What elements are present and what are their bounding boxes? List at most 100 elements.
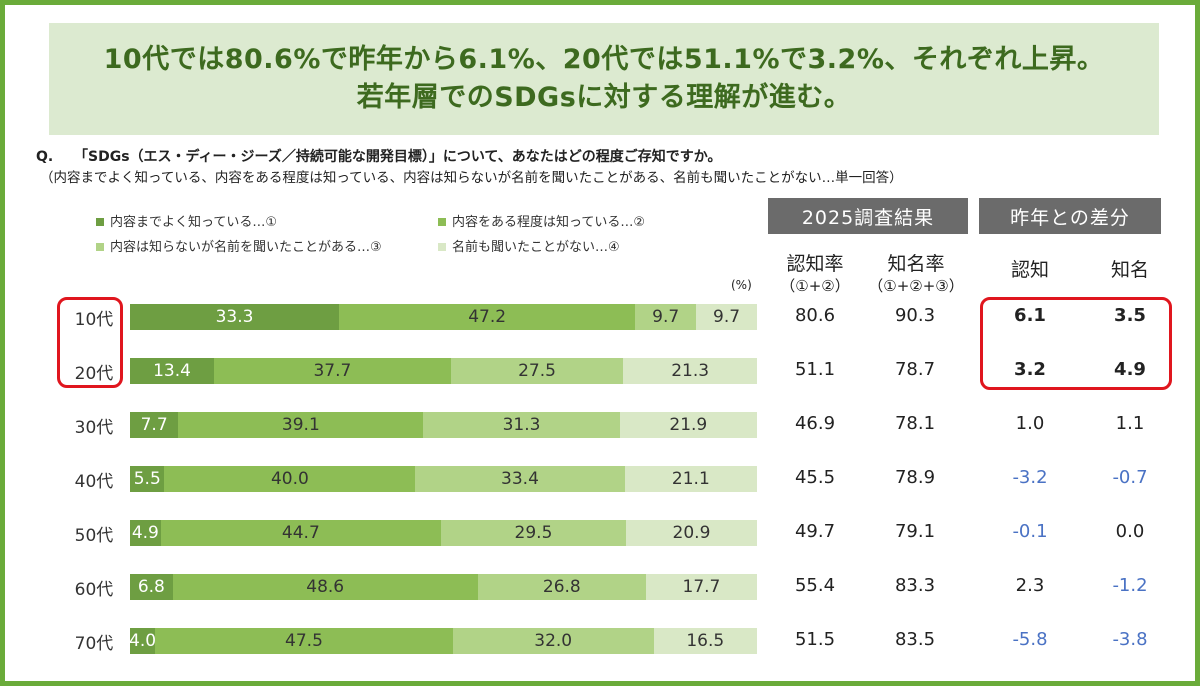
bar-row: 5.5 40.0 33.4 21.1 <box>130 466 757 492</box>
bar-segment-1: 5.5 <box>130 466 165 492</box>
age-label: 40代 <box>74 472 114 492</box>
diff-awareness-value: -0.1 <box>1012 521 1048 542</box>
legend-item-4: 名前も聞いたことがない…④ <box>438 236 620 255</box>
diff-awareness-value: -3.2 <box>1012 467 1048 488</box>
headline-line-1: 10代では80.6%で昨年から6.1%、20代では51.1%で3.2%、それぞれ… <box>103 44 1105 75</box>
diff-name-value: 1.1 <box>1115 413 1145 434</box>
name-rate-title: 知名率 <box>887 253 945 275</box>
legend-label-3: 内容は知らないが名前を聞いたことがある…③ <box>110 240 382 255</box>
bar-segment-4: 9.7 <box>696 304 757 330</box>
bar-segment-3: 31.3 <box>423 412 620 438</box>
legend-label-4: 名前も聞いたことがない…④ <box>452 240 620 255</box>
bar-row: 7.7 39.1 31.3 21.9 <box>130 412 757 438</box>
diff-awareness-title: 認知 <box>1010 259 1049 281</box>
bar-segment-3: 9.7 <box>635 304 697 330</box>
bar-segment-2: 47.2 <box>339 304 636 330</box>
name-rate-value: 79.1 <box>894 521 936 542</box>
name-rate-header: 知名率 （①+②+③） <box>860 252 972 296</box>
diff-awareness-header: 認知 <box>990 258 1070 282</box>
legend-swatch-3 <box>96 242 104 251</box>
legend-item-1: 内容までよく知っている…① <box>96 211 277 230</box>
awareness-rate-value: 51.1 <box>794 359 836 380</box>
bar-segment-1: 6.8 <box>130 574 173 600</box>
legend-label-2: 内容をある程度は知っている…② <box>452 215 646 230</box>
age-label: 60代 <box>74 580 114 600</box>
bar-segment-2: 37.7 <box>214 358 451 384</box>
legend-item-2: 内容をある程度は知っている…② <box>438 211 645 230</box>
bar-segment-4: 17.7 <box>645 574 757 600</box>
highlight-diff-box <box>980 297 1172 390</box>
headline-box: 10代では80.6%で昨年から6.1%、20代では51.1%で3.2%、それぞれ… <box>49 23 1159 135</box>
question-body: 「SDGs（エス・ディー・ジーズ／持続可能な開発目標）」について、あなたはどの程… <box>74 149 722 165</box>
bar-row: 6.8 48.6 26.8 17.7 <box>130 574 757 600</box>
diff-awareness-value: 1.0 <box>1015 413 1045 434</box>
question-text: Q. 「SDGs（エス・ディー・ジーズ／持続可能な開発目標）」について、あなたはど… <box>36 146 721 166</box>
bar-row: 4.0 47.5 32.0 16.5 <box>129 628 757 654</box>
name-rate-value: 90.3 <box>894 305 936 326</box>
name-rate-value: 83.3 <box>894 575 936 596</box>
bar-segment-3: 32.0 <box>452 628 654 654</box>
bar-segment-3: 33.4 <box>415 466 625 492</box>
awareness-rate-header: 認知率 （①+②） <box>770 252 860 296</box>
bar-segment-1: 33.3 <box>130 304 339 330</box>
awareness-rate-value: 45.5 <box>794 467 836 488</box>
bar-segment-4: 21.9 <box>619 412 757 438</box>
awareness-rate-value: 51.5 <box>794 629 836 650</box>
diff-awareness-value: 6.1 <box>1014 305 1046 326</box>
bar-segment-2: 47.5 <box>155 628 453 654</box>
name-rate-value: 83.5 <box>894 629 936 650</box>
diff-awareness-value: 2.3 <box>1015 575 1045 596</box>
name-rate-value: 78.9 <box>894 467 936 488</box>
bar-segment-4: 21.1 <box>624 466 757 492</box>
legend-swatch-2 <box>438 217 446 226</box>
diff-name-value: 3.5 <box>1114 305 1146 326</box>
answer-options-note: （内容までよく知っている、内容をある程度は知っている、内容は知らないが名前を聞い… <box>40 170 903 186</box>
legend-item-3: 内容は知らないが名前を聞いたことがある…③ <box>96 236 382 255</box>
name-rate-formula: （①+②+③） <box>868 277 964 295</box>
bar-row: 4.9 44.7 29.5 20.9 <box>130 520 757 546</box>
diff-name-header: 知名 <box>1090 258 1170 282</box>
age-label: 50代 <box>74 526 114 546</box>
diff-name-title: 知名 <box>1110 259 1149 281</box>
question-label: Q. <box>36 149 54 165</box>
highlight-age-box <box>57 297 123 388</box>
bar-row: 13.4 37.7 27.5 21.3 <box>130 358 757 384</box>
bar-segment-4: 21.3 <box>623 358 757 384</box>
awareness-rate-formula: （①+②） <box>780 277 850 295</box>
diff-name-value: 4.9 <box>1114 359 1146 380</box>
percent-unit-label: (%) <box>731 278 752 292</box>
diff-name-value: -0.7 <box>1112 467 1148 488</box>
bar-segment-2: 44.7 <box>160 520 441 546</box>
awareness-rate-value: 49.7 <box>794 521 836 542</box>
awareness-rate-value: 46.9 <box>794 413 836 434</box>
bar-segment-1: 4.0 <box>129 628 156 654</box>
headline-line-2: 若年層でのSDGsに対する理解が進む。 <box>356 82 852 113</box>
age-label: 20代 <box>74 364 114 384</box>
bar-row: 33.3 47.2 9.7 9.7 <box>130 304 757 330</box>
awareness-rate-title: 認知率 <box>786 253 844 275</box>
bar-segment-2: 48.6 <box>172 574 478 600</box>
bar-segment-3: 29.5 <box>440 520 626 546</box>
name-rate-value: 78.1 <box>894 413 936 434</box>
bar-segment-1: 7.7 <box>130 412 179 438</box>
survey-results-header: 2025調査結果 <box>768 198 968 234</box>
diff-name-value: -1.2 <box>1112 575 1148 596</box>
diff-awareness-value: 3.2 <box>1014 359 1046 380</box>
awareness-rate-value: 55.4 <box>794 575 836 596</box>
bar-segment-1: 4.9 <box>130 520 161 546</box>
age-label: 70代 <box>74 634 114 654</box>
age-label: 10代 <box>74 310 114 330</box>
bar-segment-1: 13.4 <box>130 358 215 384</box>
age-label: 30代 <box>74 418 114 438</box>
bar-segment-4: 20.9 <box>625 520 757 546</box>
bar-segment-4: 16.5 <box>653 628 757 654</box>
bar-segment-3: 26.8 <box>477 574 646 600</box>
legend-swatch-1 <box>96 217 104 226</box>
awareness-rate-value: 80.6 <box>794 305 836 326</box>
bar-segment-2: 39.1 <box>178 412 424 438</box>
bar-segment-3: 27.5 <box>450 358 624 384</box>
legend-label-1: 内容までよく知っている…① <box>110 215 278 230</box>
bar-segment-2: 40.0 <box>164 466 416 492</box>
